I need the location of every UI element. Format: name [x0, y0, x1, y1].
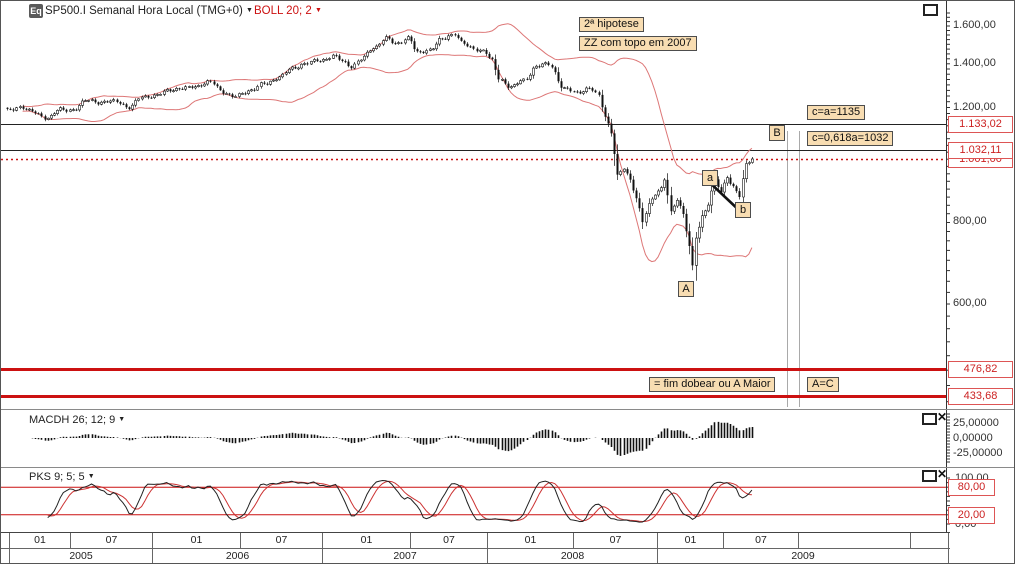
annotation-box[interactable]: c=a=1135	[807, 105, 866, 120]
chart-title[interactable]: SP500.I Semanal Hora Local (TMG+0) ▼	[45, 5, 253, 17]
price-axis-label: 1.200,00	[953, 101, 996, 113]
pks-level-badge: 80,00	[948, 479, 995, 496]
price-axis-label: 800,00	[953, 215, 987, 227]
title-dropdown-icon[interactable]: ▼	[246, 7, 253, 14]
indicator-dropdown-icon[interactable]: ▼	[314, 7, 322, 14]
price-badge: 433,68	[948, 388, 1013, 405]
wave-label-A[interactable]: A	[678, 281, 694, 297]
pks-panel-title[interactable]: PKS 9; 5; 5 ▼	[29, 471, 95, 483]
candle-bodies-up	[15, 34, 754, 266]
month-cell: 07	[411, 533, 488, 548]
chart-title-label: SP500.I Semanal Hora Local (TMG+0)	[45, 5, 243, 17]
macd-histogram	[31, 421, 754, 456]
pks-title-label: PKS 9; 5; 5	[29, 471, 85, 483]
pks-level-badge: 20,00	[948, 507, 995, 524]
pks-k-line	[47, 479, 753, 523]
year-cell: 2008	[488, 549, 658, 563]
annotation-box[interactable]: 2ª hipotese	[579, 17, 644, 32]
price-badge: 476,82	[948, 361, 1013, 378]
macd-panel-divider[interactable]	[1, 409, 1014, 410]
annotation-box[interactable]: = fim dobear ou A Maior	[649, 377, 776, 392]
annotation-box[interactable]: A=C	[807, 377, 839, 392]
macd-close-icon[interactable]: ✕	[937, 410, 948, 424]
price-axis-label: 1.400,00	[953, 57, 996, 69]
price-badge: 1.133,02	[948, 116, 1013, 133]
wave-label-B[interactable]: B	[769, 125, 785, 141]
pks-restore-icon[interactable]	[922, 470, 937, 482]
month-cell: 01	[9, 533, 71, 548]
month-cell	[799, 533, 911, 548]
month-cell	[911, 533, 949, 548]
maximize-icon[interactable]	[923, 4, 938, 16]
price-badge: 1.032,11	[948, 142, 1013, 159]
month-cell: 07	[241, 533, 323, 548]
bollinger-lower-band	[22, 54, 753, 263]
pks-dropdown-icon[interactable]: ▼	[87, 473, 95, 480]
annotation-box[interactable]: c=0,618a=1032	[807, 131, 894, 146]
month-cell: 01	[153, 533, 241, 548]
price-axis-label: 1.600,00	[953, 19, 996, 31]
month-cell: 07	[724, 533, 799, 548]
pks-lines	[47, 479, 753, 523]
time-axis-years-row: 2005 2006 2007 2008 2009	[1, 549, 950, 563]
pks-d-line	[47, 480, 752, 523]
macd-title-label: MACDH 26; 12; 9	[29, 414, 116, 426]
indicator-selector[interactable]: BOLL 20; 2 ▼	[254, 5, 322, 17]
wave-label-b[interactable]: b	[735, 202, 751, 218]
year-cell: 2009	[658, 549, 949, 563]
macd-panel-title[interactable]: MACDH 26; 12; 9 ▼	[29, 414, 125, 426]
macd-axis-label: 0,00000	[953, 432, 993, 444]
main-plot-group	[6, 23, 754, 281]
month-cell: 01	[323, 533, 411, 548]
macd-restore-icon[interactable]	[922, 413, 937, 425]
month-cell: 01	[658, 533, 724, 548]
price-axis-label: 600,00	[953, 297, 987, 309]
month-cell: 07	[71, 533, 153, 548]
macd-dropdown-icon[interactable]: ▼	[118, 416, 126, 423]
time-axis[interactable]: 01 07 01 07 01 07 01 07 01 07 2005 2006 2007 2008 200…	[1, 532, 950, 563]
year-cell: 2005	[9, 549, 153, 563]
pks-close-icon[interactable]: ✕	[937, 467, 948, 481]
year-cell: 2007	[323, 549, 488, 563]
time-axis-months-row: 01 07 01 07 01 07 01 07 01 07	[1, 533, 950, 549]
indicator-label: BOLL 20; 2	[254, 5, 312, 17]
macd-axis-label: 25,00000	[953, 417, 999, 429]
year-cell: 2006	[153, 549, 323, 563]
month-cell: 01	[488, 533, 574, 548]
pks-panel-divider[interactable]	[1, 467, 1014, 468]
month-cell: 07	[574, 533, 658, 548]
instrument-type-icon: Eq	[29, 4, 43, 18]
macd-axis-label: -25,00000	[953, 447, 1003, 459]
annotation-box[interactable]: ZZ com topo em 2007	[579, 36, 697, 51]
wave-label-a[interactable]: a	[702, 170, 718, 186]
